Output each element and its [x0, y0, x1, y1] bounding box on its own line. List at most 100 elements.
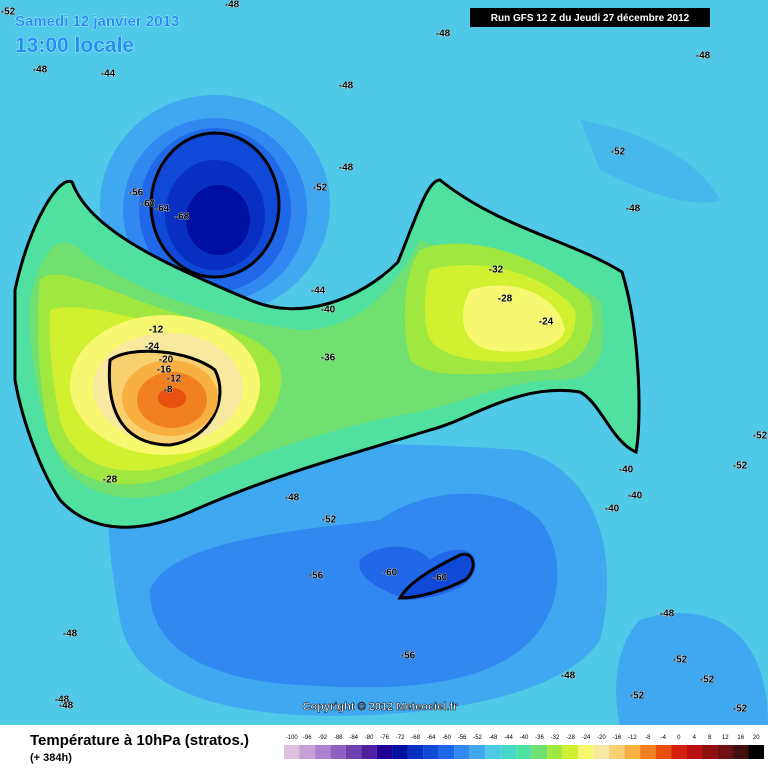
contour-label: -20: [159, 355, 174, 366]
scale-swatch: [547, 745, 563, 759]
contour-label: -40: [619, 465, 634, 476]
scale-label: -92: [318, 735, 327, 741]
scale-swatch: [593, 745, 610, 759]
scale-label: -8: [645, 735, 651, 741]
contour-label: -64: [155, 204, 170, 215]
contour-label: -12: [149, 325, 164, 336]
contour-label: -52: [630, 691, 645, 702]
contour-label: -44: [101, 69, 116, 80]
scale-label: 16: [737, 735, 744, 741]
contour-label: -12: [167, 374, 182, 385]
contour-label: -60: [141, 199, 156, 210]
field: [158, 388, 186, 408]
scale-label: -56: [458, 735, 467, 741]
contour-label: -48: [339, 163, 354, 174]
scale-label: -4: [661, 735, 667, 741]
color-scale: -100 -96 -92 -88 -84 -80 -76 -72 -68 -64 -60 -56 -52…: [284, 735, 764, 759]
scale-swatch: [655, 745, 672, 759]
scale-label: -44: [504, 735, 513, 741]
scale-swatch: [284, 745, 300, 759]
scale-label: 12: [722, 735, 729, 741]
contour-label: -56: [309, 571, 324, 582]
scale-swatch: [531, 745, 548, 759]
scale-label: -76: [380, 735, 389, 741]
contour-label: -60: [433, 573, 448, 584]
field: [462, 285, 565, 352]
date: Samedi 12 janvier 2013: [15, 13, 179, 30]
scale-label: -64: [427, 735, 436, 741]
field: [186, 185, 250, 255]
scale-swatch: [454, 745, 470, 759]
contour-label: -8: [164, 385, 173, 396]
contour-label: -52: [700, 675, 715, 686]
contour-label: -48: [59, 701, 74, 712]
scale-swatch: [748, 745, 764, 759]
contour-label: -28: [103, 475, 118, 486]
scale-swatch: [733, 745, 749, 759]
scale-label: -40: [520, 735, 529, 741]
scale-label: -84: [349, 735, 358, 741]
contour: [397, 552, 475, 600]
contour-label: -40: [321, 305, 336, 316]
contour-label: -40: [628, 491, 643, 502]
scale-swatch: [469, 745, 486, 759]
scale-label: -96: [303, 735, 312, 741]
copyright: Copyright © 2012 Meteociel.fr: [303, 701, 459, 713]
contour-label: -52: [733, 704, 748, 715]
scale-label: -36: [535, 735, 544, 741]
contour-label: -24: [145, 342, 160, 353]
field: [580, 120, 720, 203]
scale-label: -68: [411, 735, 420, 741]
scale-swatch: [609, 745, 625, 759]
contour-label: -36: [321, 353, 336, 364]
contour-label: -52: [673, 655, 688, 666]
scale-swatch: [407, 745, 424, 759]
scale-label: -12: [628, 735, 637, 741]
scale-label: 0: [677, 735, 681, 741]
contour-labels: -52-48-48-48 -44-48-48-52-48-52-56-60 -64-…: [0, 0, 768, 715]
scale-label: -100: [286, 735, 299, 741]
scale-label: -32: [551, 735, 560, 741]
contour-label: -48: [285, 493, 300, 504]
scale-swatch: [330, 745, 346, 759]
map: [0, 0, 768, 725]
scale-swatch: [485, 745, 501, 759]
contour-label: -52: [611, 147, 626, 158]
contour-label: -68: [175, 212, 190, 223]
contour-label: -40: [605, 504, 620, 515]
scale-swatch: [392, 745, 408, 759]
run: Run GFS 12 Z du Jeudi 27 décembre 2012: [491, 13, 690, 24]
scale-label: -20: [597, 735, 606, 741]
scale-swatch: [345, 745, 362, 759]
contour-label: -52: [753, 431, 768, 442]
scale-swatch: [702, 745, 718, 759]
scale-label: -72: [396, 735, 405, 741]
scale-swatch: [640, 745, 656, 759]
scale-label: 8: [708, 735, 712, 741]
scale-swatch: [562, 745, 579, 759]
scale-swatch: [516, 745, 532, 759]
contour-label: -52: [322, 515, 337, 526]
scale-swatch: [376, 745, 393, 759]
scale-swatch: [624, 745, 641, 759]
scale-swatch: [361, 745, 377, 759]
contour-label: -56: [129, 188, 144, 199]
contour-label: -48: [225, 0, 240, 11]
field: [616, 613, 768, 725]
contour-label: -32: [489, 265, 504, 276]
scale-swatch: [423, 745, 439, 759]
contour-label: -48: [561, 671, 576, 682]
scale-swatch: [717, 745, 734, 759]
scale-swatch: [671, 745, 687, 759]
contour-label: -16: [157, 365, 172, 376]
scale-label: -80: [365, 735, 374, 741]
contour-label: -48: [33, 65, 48, 76]
contour-label: -56: [401, 651, 416, 662]
scale-swatch: [438, 745, 455, 759]
contour-label: -48: [339, 81, 354, 92]
contour-label: -52: [733, 461, 748, 472]
contour-label: -60: [383, 568, 398, 579]
scale-label: -88: [334, 735, 343, 741]
scale-swatch: [500, 745, 517, 759]
